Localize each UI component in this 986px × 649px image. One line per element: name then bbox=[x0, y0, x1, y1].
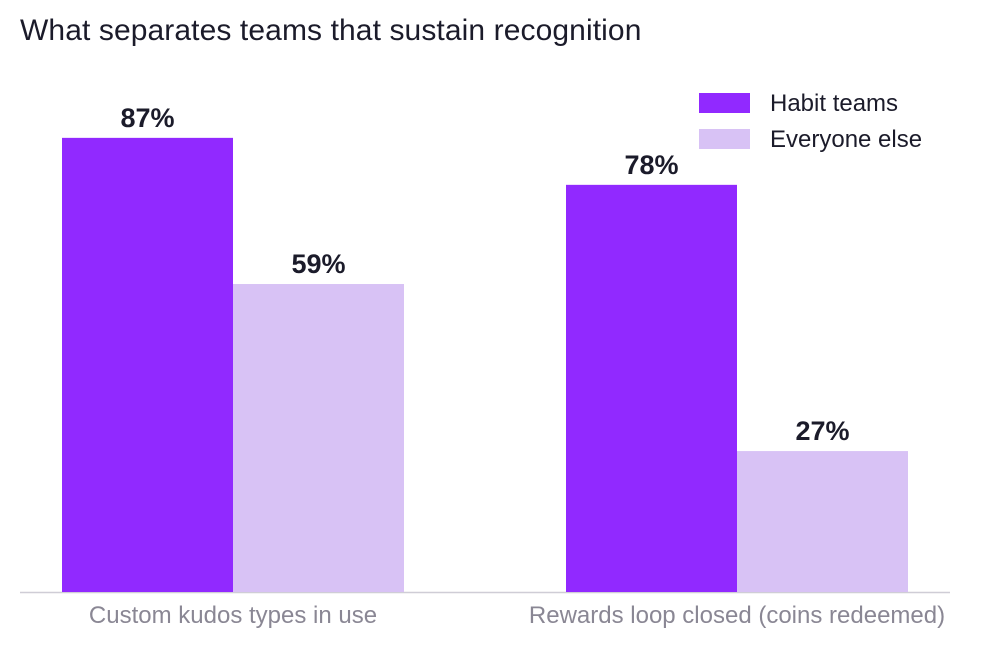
bar-habit-teams-2 bbox=[566, 184, 737, 592]
legend-swatch-everyone-else bbox=[699, 129, 750, 149]
category-label: Rewards loop closed (coins redeemed) bbox=[529, 602, 945, 629]
value-label: 87% bbox=[120, 103, 174, 133]
category-label: Custom kudos types in use bbox=[89, 602, 377, 629]
chart-title: What separates teams that sustain recogn… bbox=[20, 14, 642, 47]
legend: Habit teams Everyone else bbox=[699, 90, 922, 153]
bar-everyone-else-2 bbox=[737, 451, 908, 592]
value-label: 27% bbox=[795, 416, 849, 446]
legend-swatch-habit-teams bbox=[699, 93, 750, 113]
value-label: 59% bbox=[291, 249, 345, 279]
category-labels-group: Custom kudos types in use Rewards loop cl… bbox=[89, 602, 945, 629]
bar-everyone-else-1 bbox=[233, 284, 404, 592]
value-label: 78% bbox=[624, 150, 678, 180]
legend-label: Habit teams bbox=[770, 90, 898, 117]
value-labels-group: 87% 59% 78% 27% bbox=[120, 103, 849, 446]
bars-group bbox=[62, 137, 908, 593]
bar-habit-teams-1 bbox=[62, 137, 233, 593]
legend-label: Everyone else bbox=[770, 126, 922, 153]
